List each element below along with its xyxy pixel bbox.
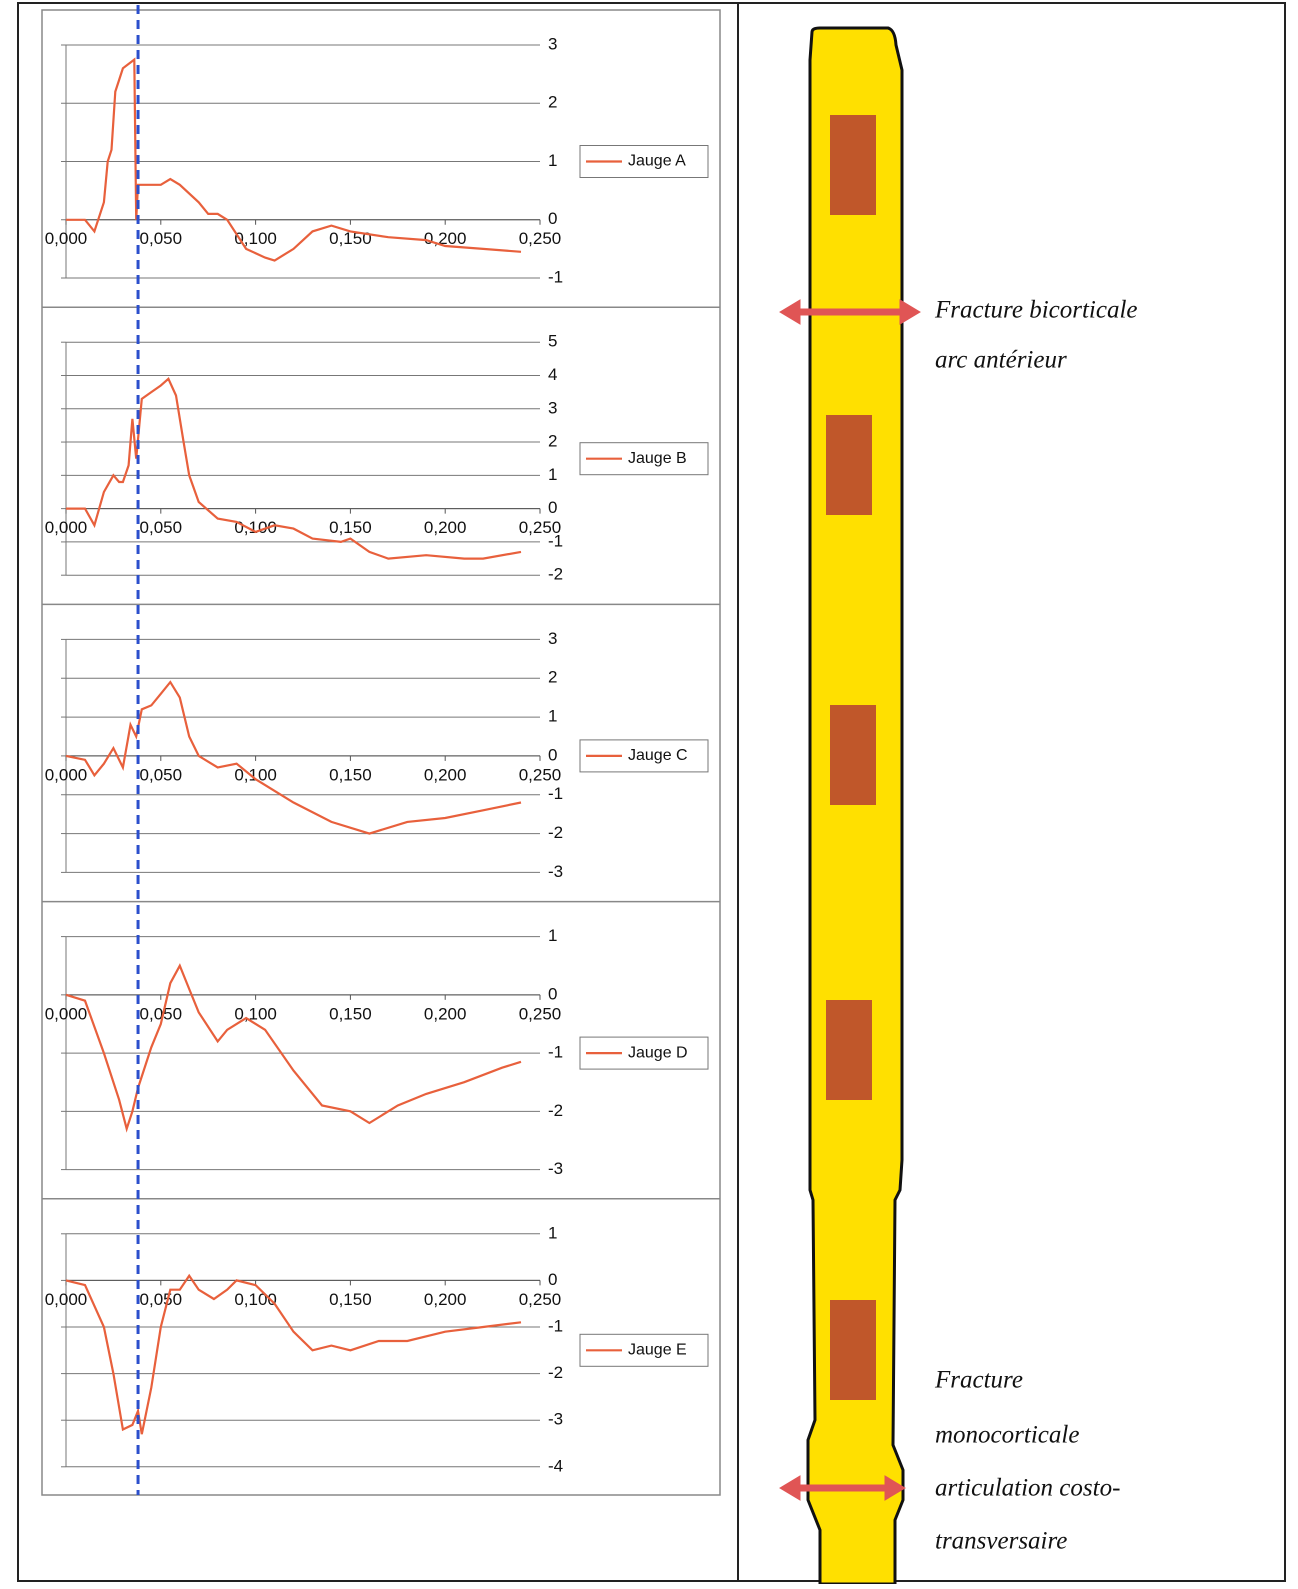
annotation: Fracture bicorticale (934, 297, 1138, 324)
gauge (830, 1300, 876, 1400)
y-tick-label: 2 (548, 668, 557, 687)
x-tick-label: 0,050 (140, 1004, 183, 1023)
data-line (65, 1273, 522, 1435)
x-tick-label: 0,150 (329, 1290, 372, 1309)
gauge (830, 705, 876, 805)
y-tick-label: 2 (548, 432, 557, 451)
y-tick-label: 0 (548, 498, 557, 517)
y-tick-label: -2 (548, 1363, 563, 1382)
x-tick-label: 0,150 (329, 518, 372, 537)
y-tick-label: -3 (548, 1410, 563, 1429)
x-tick-label: 0,000 (45, 1004, 88, 1023)
y-tick-label: -3 (548, 1159, 563, 1178)
x-tick-label: 0,050 (140, 518, 183, 537)
data-line (66, 376, 522, 560)
strain-gauges (826, 115, 876, 1400)
legend-label: Jauge D (628, 1044, 688, 1061)
x-tick-label: 0,000 (45, 765, 88, 784)
x-tick-label: 0,000 (45, 229, 88, 248)
legend-label: Jauge A (628, 153, 686, 170)
y-tick-label: -1 (548, 1316, 563, 1335)
y-tick-label: -1 (548, 531, 563, 550)
annotation: Fracture (934, 1367, 1023, 1394)
x-tick-label: 0,050 (140, 1290, 183, 1309)
y-tick-label: -1 (548, 1043, 563, 1062)
x-tick-label: 0,150 (329, 765, 372, 784)
frame (17, 2, 1286, 1582)
y-tick-label: -1 (548, 267, 563, 286)
gauge (830, 115, 876, 215)
y-tick-label: 0 (548, 1270, 557, 1289)
legend-label: Jauge B (628, 450, 687, 467)
annotation: articulation costo- (935, 1475, 1120, 1502)
legend-label: Jauge C (628, 747, 688, 764)
data-line (65, 963, 522, 1133)
x-tick-label: 0,250 (519, 1290, 562, 1309)
x-tick-label: 0,000 (45, 1290, 88, 1309)
x-tick-label: 0,100 (234, 229, 277, 248)
arrow-head (884, 1475, 906, 1501)
y-tick-label: 1 (548, 151, 557, 170)
arrow-head (899, 299, 921, 325)
y-tick-label: 3 (548, 629, 557, 648)
x-tick-label: 0,000 (45, 518, 88, 537)
y-tick-label: -1 (548, 784, 563, 803)
x-tick-label: 0,200 (424, 765, 467, 784)
y-tick-label: -2 (548, 823, 563, 842)
x-tick-label: 0,050 (140, 229, 183, 248)
y-tick-label: 3 (548, 398, 557, 417)
annotation: monocorticale (935, 1422, 1079, 1449)
gauge (826, 415, 872, 515)
data-line (66, 57, 522, 262)
x-tick-label: 0,250 (519, 229, 562, 248)
charts-frame (41, 9, 721, 1496)
y-tick-label: 4 (548, 365, 557, 384)
y-tick-label: -4 (548, 1456, 563, 1475)
y-tick-label: -3 (548, 862, 563, 881)
y-tick-label: 1 (548, 707, 557, 726)
y-tick-label: 0 (548, 984, 557, 1003)
y-tick-label: 1 (548, 1223, 557, 1242)
legend-label: Jauge E (628, 1342, 687, 1359)
arrow-head (779, 1475, 801, 1501)
x-tick-label: 0,250 (519, 1004, 562, 1023)
arrow-head (779, 299, 801, 325)
annotation: transversaire (935, 1528, 1067, 1555)
y-tick-label: 1 (548, 926, 557, 945)
x-tick-label: 0,200 (424, 1290, 467, 1309)
y-tick-label: -2 (548, 1101, 563, 1120)
y-tick-label: 5 (548, 332, 557, 351)
y-tick-label: 0 (548, 745, 557, 764)
annotation: arc antérieur (935, 347, 1067, 374)
x-tick-label: 0,200 (424, 1004, 467, 1023)
y-tick-label: 0 (548, 209, 557, 228)
data-line (65, 680, 522, 835)
x-tick-label: 0,150 (329, 1004, 372, 1023)
x-tick-label: 0,250 (519, 765, 562, 784)
gauge (826, 1000, 872, 1100)
x-tick-label: 0,200 (424, 518, 467, 537)
x-tick-label: 0,250 (519, 518, 562, 537)
fracture-arrows (779, 299, 921, 1501)
x-tick-label: 0,100 (234, 518, 277, 537)
y-tick-label: -2 (548, 565, 563, 584)
y-tick-label: 1 (548, 465, 557, 484)
y-tick-label: 3 (548, 34, 557, 53)
y-tick-label: 2 (548, 93, 557, 112)
x-tick-label: 0,050 (140, 765, 183, 784)
